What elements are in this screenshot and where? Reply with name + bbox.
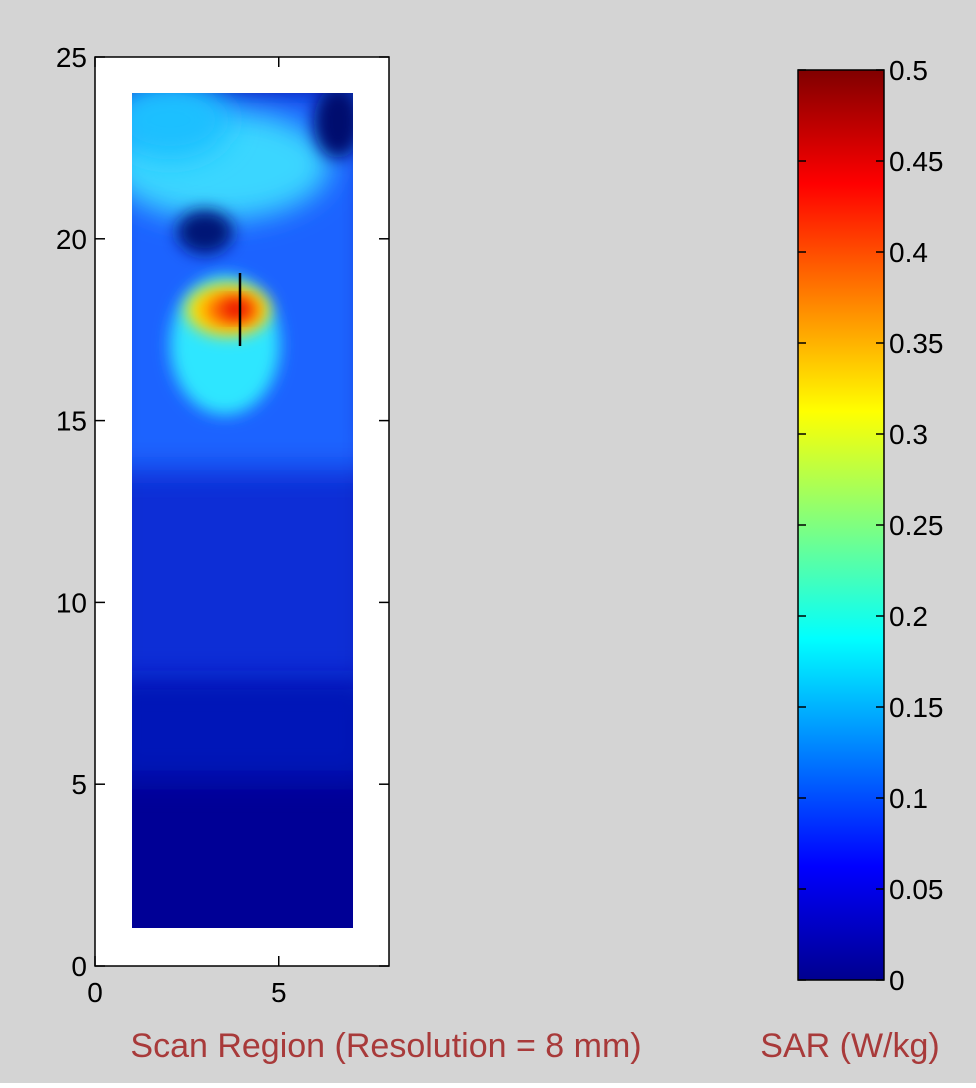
y-tick-label: 10 [56,587,87,618]
sar-field [132,93,353,928]
colorbar-tick-label: 0.35 [889,328,944,359]
colorbar-tick-label: 0.05 [889,874,944,905]
field-hot-core [222,300,250,318]
field-cold-spot-left [177,210,233,254]
y-tick-label: 5 [71,769,87,800]
colorbar-tick-label: 0.3 [889,419,928,450]
heatmap-xlabel: Scan Region (Resolution = 8 mm) [130,1027,641,1065]
heatmap-axes: 0 5 10 15 20 25 0 5 Scan Region (Resolution = 8… [56,42,642,1065]
colorbar-tick-label: 0.5 [889,55,928,86]
colorbar-tick-label: 0.25 [889,510,944,541]
y-tick-label: 15 [56,406,87,437]
colorbar-tick-label: 0.4 [889,237,928,268]
colorbar-gradient [798,70,884,980]
field-top-left-glow [132,93,230,160]
y-tick-label: 0 [71,951,87,982]
y-tick-label: 25 [56,42,87,73]
colorbar-tick-label: 0 [889,965,905,996]
colorbar-tick-label: 0.2 [889,601,928,632]
colorbar-tick-label: 0.1 [889,783,928,814]
field-mid-band [132,440,353,700]
x-tick-label: 5 [271,977,287,1008]
colorbar: 0 0.05 0.1 0.15 0.2 0.25 0.3 0.35 0.4 0.45 0.5 SAR… [760,55,943,1065]
colorbar-ticks: 0 0.05 0.1 0.15 0.2 0.25 0.3 0.35 0.4 0.45 0.5 [798,55,944,996]
field-lower-band [132,680,353,780]
colorbar-tick-label: 0.15 [889,692,944,723]
heatmap-frame [94,56,390,967]
y-tick-label: 20 [56,224,87,255]
field-cold-spot-top-right [314,93,353,158]
colorbar-label: SAR (W/kg) [760,1027,939,1065]
x-tick-label: 0 [87,977,103,1008]
colorbar-tick-label: 0.45 [889,146,944,177]
heatmap-ticks: 0 5 10 15 20 25 0 5 [56,42,389,1008]
